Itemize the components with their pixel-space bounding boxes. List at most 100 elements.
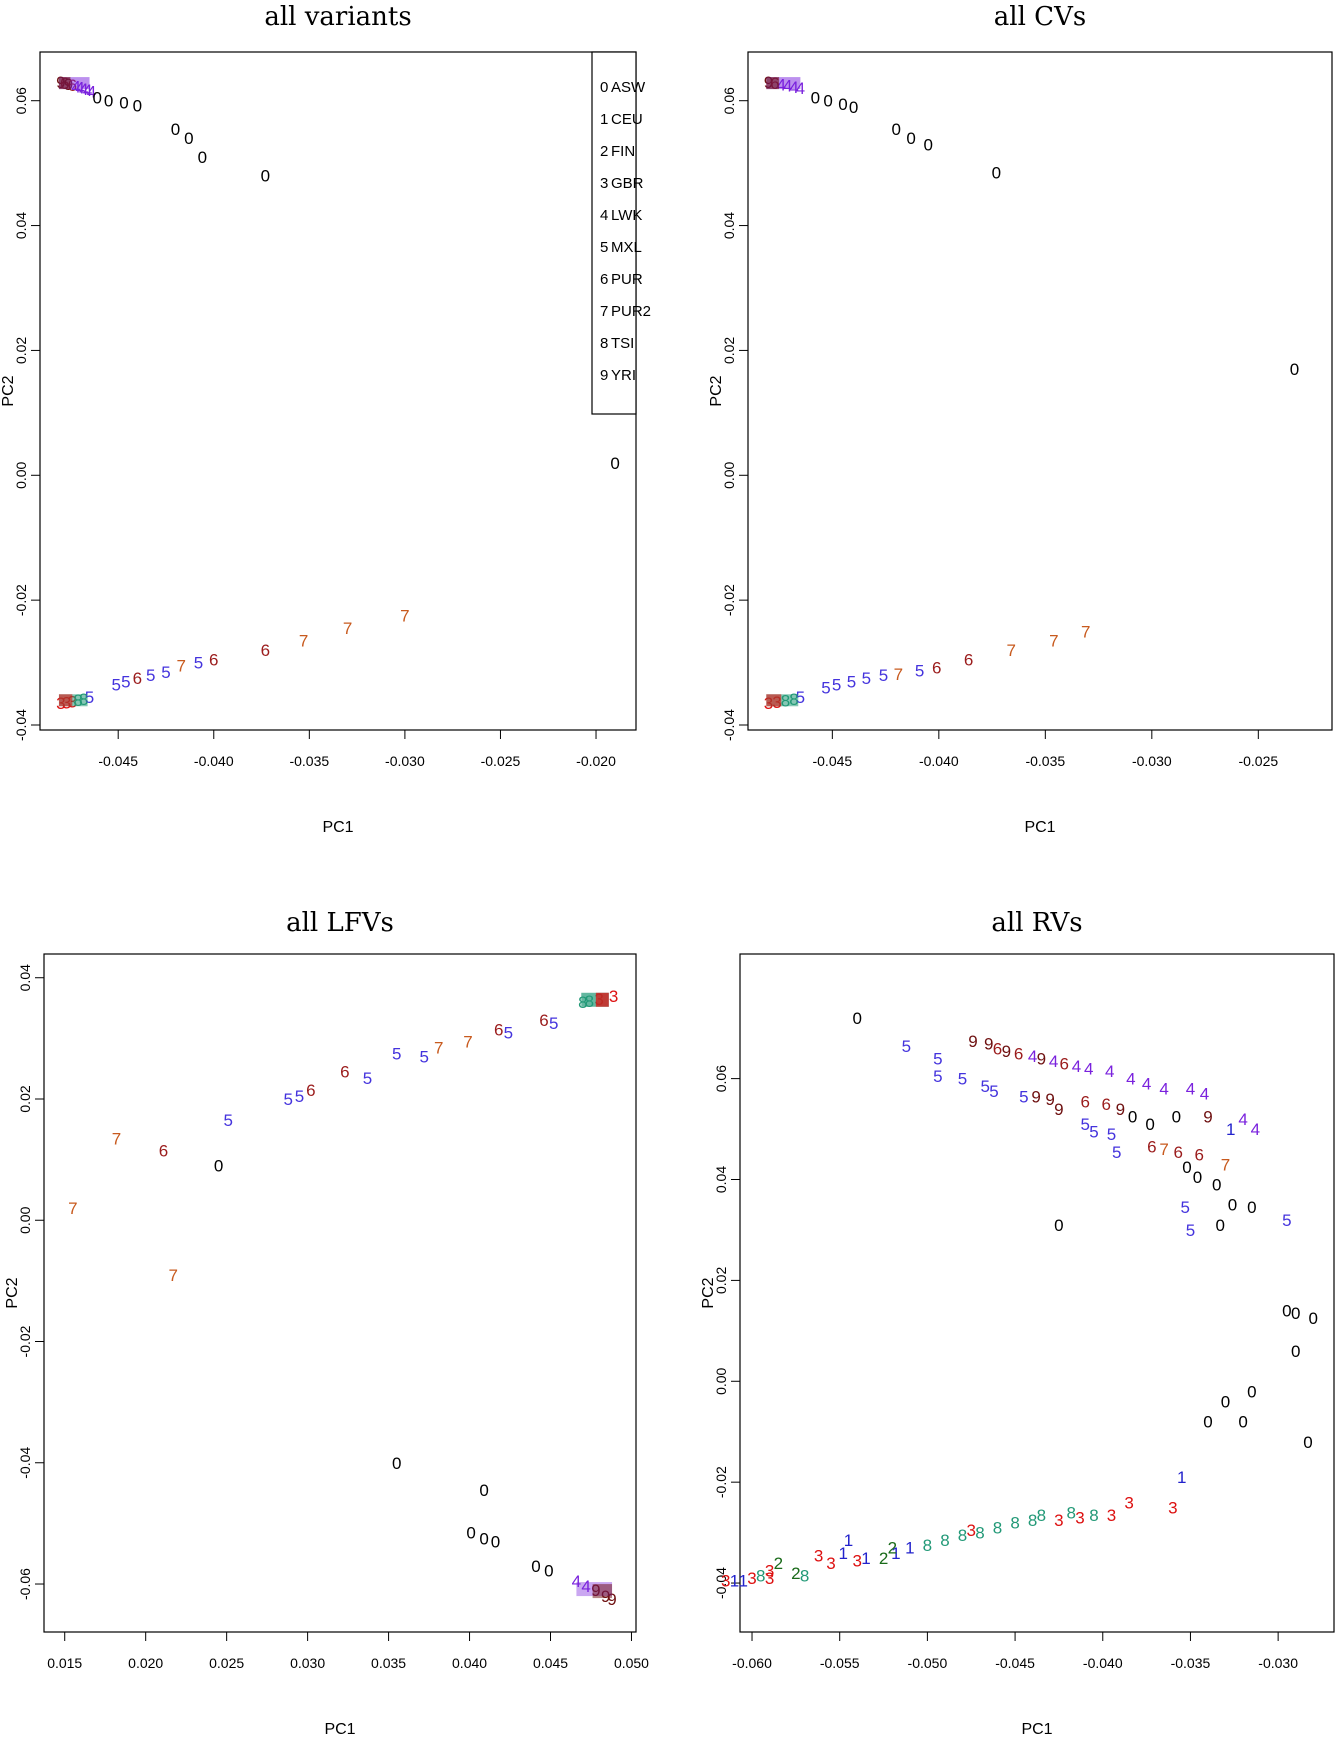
x-tick-label: 0.050 (614, 1655, 649, 1671)
data-point: 0 (1172, 1107, 1181, 1126)
data-point: 7 (68, 1199, 77, 1218)
data-point: 7 (1049, 632, 1058, 651)
data-point: 9 (1002, 1042, 1011, 1061)
y-tick-label: -0.04 (17, 1447, 33, 1479)
data-point: 5 (1186, 1221, 1195, 1240)
data-point: 3 (1075, 1508, 1084, 1527)
data-point: 0 (214, 1157, 223, 1176)
data-point: 0 (466, 1523, 475, 1542)
dense-cluster-band (766, 77, 780, 90)
data-point: 2 (774, 1554, 783, 1573)
plot-frame (739, 953, 1335, 1633)
data-point: 4 (1105, 1062, 1114, 1081)
data-point: 7 (894, 665, 903, 684)
data-point: 8 (1028, 1511, 1037, 1530)
data-point: 0 (838, 95, 847, 114)
data-point: 5 (161, 663, 170, 682)
data-point: 0 (392, 1454, 401, 1473)
x-tick-label: -0.040 (919, 753, 959, 769)
data-point: 0 (992, 163, 1001, 182)
scatter-panel-4: all RVs-0.060 -0.055 -0.050 -0.045 -0.040 -0.… (700, 908, 1335, 1738)
data-point: 0 (1216, 1216, 1225, 1235)
data-point: 5 (958, 1070, 967, 1089)
data-point: 3 (814, 1546, 823, 1565)
x-tick-label: -0.055 (820, 1655, 860, 1671)
data-point: 0 (1145, 1115, 1154, 1134)
data-point: 6 (1194, 1145, 1203, 1164)
y-tick-label: 0.00 (713, 1367, 729, 1394)
data-point: 8 (1037, 1506, 1046, 1525)
data-point: 5 (419, 1048, 428, 1067)
data-point: 0 (1128, 1107, 1137, 1126)
panel-title: all LFVs (286, 908, 394, 938)
data-point: 1 (730, 1572, 739, 1591)
data-point: 0 (1228, 1196, 1237, 1215)
data-point: 5 (879, 666, 888, 685)
data-point: 9 (1054, 1100, 1063, 1119)
y-tick-label: 0.04 (13, 212, 29, 239)
panel-title: all CVs (994, 2, 1086, 32)
x-tick-label: 0.040 (452, 1655, 487, 1671)
data-point: 0 (891, 120, 900, 139)
x-tick-label: 0.045 (533, 1655, 568, 1671)
data-point: 0 (1212, 1176, 1221, 1195)
y-tick-label: -0.06 (17, 1568, 33, 1600)
data-point: 6 (1102, 1095, 1111, 1114)
data-point: 7 (112, 1129, 121, 1148)
data-point: 5 (1282, 1211, 1291, 1230)
data-point: 5 (112, 675, 121, 694)
legend-label: GBR (611, 175, 644, 192)
data-point: 0 (1308, 1309, 1317, 1328)
data-point: 0 (1303, 1433, 1312, 1452)
data-point: 5 (915, 662, 924, 681)
legend-code: 5 (600, 239, 608, 256)
y-tick-label: 0.02 (13, 337, 29, 364)
y-tick-label: -0.04 (13, 709, 29, 741)
y-tick-label: -0.02 (17, 1325, 33, 1357)
y-tick-label: 0.04 (713, 1166, 729, 1193)
data-point: 5 (224, 1111, 233, 1130)
legend-label: CEU (611, 111, 643, 128)
data-point: 9 (1203, 1107, 1212, 1126)
data-point: 5 (549, 1014, 558, 1033)
legend-code: 0 (600, 79, 608, 96)
y-axis-label: PC2 (700, 1277, 717, 1308)
x-axis-label: PC1 (324, 1721, 355, 1738)
data-point: 6 (1080, 1092, 1089, 1111)
data-point: 7 (1221, 1155, 1230, 1174)
data-point: 3 (747, 1569, 756, 1588)
data-point: 8 (923, 1536, 932, 1555)
data-point: 9 (1037, 1049, 1046, 1068)
legend-label: FIN (611, 143, 635, 160)
legend-code: 8 (600, 335, 608, 352)
data-point: 1 (838, 1544, 847, 1563)
legend-code: 1 (600, 111, 608, 128)
legend-code: 4 (600, 207, 608, 224)
data-point: 5 (504, 1023, 513, 1042)
data-point: 6 (1173, 1143, 1182, 1162)
data-point: 5 (392, 1045, 401, 1064)
data-point: 5 (1019, 1087, 1028, 1106)
data-point: 5 (847, 672, 856, 691)
data-point: 0 (491, 1533, 500, 1552)
data-point: 4 (1126, 1070, 1135, 1089)
data-point: 1 (905, 1539, 914, 1558)
data-point: 6 (1147, 1138, 1156, 1157)
y-tick-label: 0.06 (721, 87, 737, 114)
dense-cluster-band (58, 694, 73, 707)
dense-cluster-band (592, 1584, 613, 1599)
data-point: 6 (1059, 1054, 1068, 1073)
data-point: 0 (531, 1557, 540, 1576)
data-point: 5 (295, 1087, 304, 1106)
data-point: 9 (1045, 1090, 1054, 1109)
y-tick-label: 0.06 (713, 1065, 729, 1092)
legend-label: ASW (611, 79, 646, 96)
legend-code: 6 (600, 271, 608, 288)
data-point: 5 (1180, 1198, 1189, 1217)
x-axis-label: PC1 (1021, 1721, 1052, 1738)
data-point: 0 (1291, 1342, 1300, 1361)
data-point: 7 (299, 632, 308, 651)
data-point: 3 (1168, 1498, 1177, 1517)
legend-code: 9 (600, 367, 608, 384)
data-point: 0 (853, 1009, 862, 1028)
